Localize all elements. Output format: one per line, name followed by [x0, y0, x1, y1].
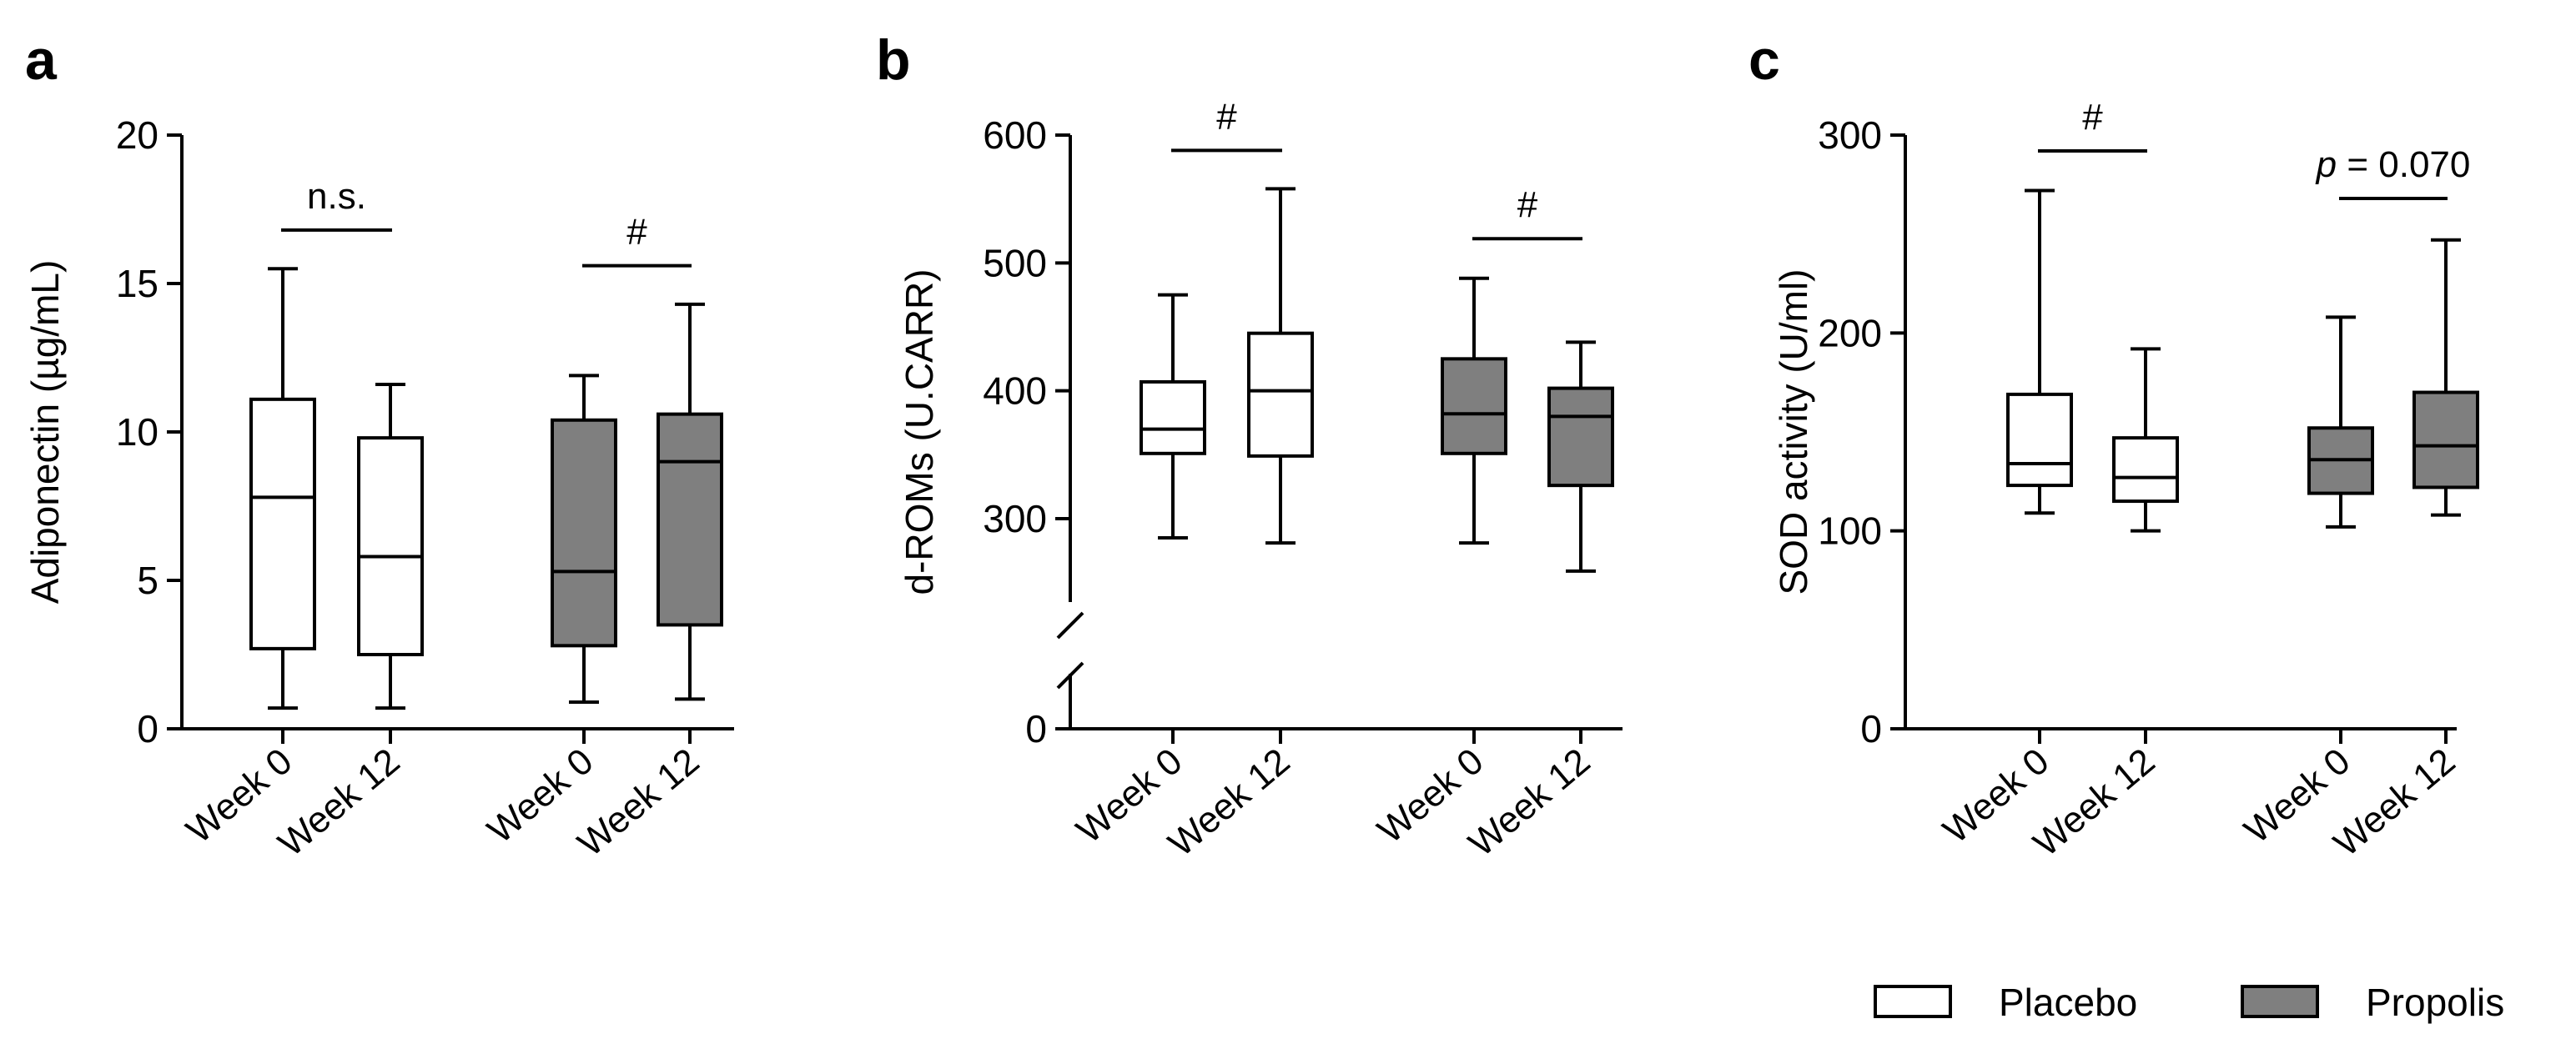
iqr-box: [657, 412, 723, 627]
iqr-box: [1441, 357, 1507, 455]
box-propolis-week-0: [2307, 315, 2374, 529]
x-tick-label: Week 12: [1161, 740, 1298, 865]
axis-break-mark-lower: [1056, 661, 1084, 690]
significance-label: #: [2082, 97, 2103, 138]
legend-swatch-placebo: [1874, 985, 1952, 1018]
iqr-box: [1140, 379, 1206, 455]
iqr-box: [249, 397, 316, 650]
legend: Placebo Propolis: [1874, 981, 2504, 1024]
iqr-box: [2006, 392, 2073, 488]
box-placebo-week-12: [357, 383, 424, 710]
y-tick-label: 500: [983, 241, 1047, 284]
iqr-box: [2112, 436, 2179, 504]
box-placebo-week-0: [2006, 188, 2073, 515]
y-tick-label: 300: [1818, 113, 1882, 157]
significance-label: n.s.: [307, 176, 366, 217]
significance-label: #: [1517, 184, 1538, 225]
y-tick-label: 0: [1025, 707, 1047, 750]
iqr-box: [1547, 386, 1614, 488]
box-propolis-week-12: [1547, 340, 1614, 573]
iqr-box: [1247, 331, 1314, 458]
legend-label-placebo: Placebo: [1999, 981, 2137, 1024]
box-propolis-week-12: [2412, 238, 2479, 517]
significance-label: #: [1216, 96, 1237, 137]
panel-letter-c: c: [1748, 28, 1780, 92]
y-tick-label: 0: [137, 707, 158, 750]
y-tick-label: 10: [116, 410, 158, 454]
box-placebo-week-0: [1140, 293, 1206, 540]
box-placebo-week-12: [1247, 187, 1314, 545]
box-placebo-week-12: [2112, 347, 2179, 533]
legend-swatch-propolis: [2241, 985, 2319, 1018]
y-axis-label: d-ROMs (U.CARR): [898, 269, 941, 595]
panel-letter-b: b: [876, 28, 911, 92]
y-tick-label: 400: [983, 369, 1047, 413]
panel-letter-a: a: [25, 28, 58, 92]
box-propolis-week-12: [657, 302, 723, 701]
y-axis-label: Adiponectin (µg/mL): [23, 260, 67, 605]
y-tick-label: 600: [983, 113, 1047, 157]
y-tick-label: 5: [137, 559, 158, 602]
x-tick-label: Week 12: [571, 740, 707, 865]
y-tick-label: 100: [1818, 509, 1882, 553]
iqr-box: [357, 436, 424, 656]
y-axis-label: SOD activity (U/ml): [1772, 269, 1815, 595]
significance-label: #: [626, 212, 647, 253]
x-tick-label: Week 12: [2026, 740, 2163, 865]
x-tick-label: Week 12: [1462, 740, 1598, 865]
legend-label-propolis: Propolis: [2366, 981, 2504, 1024]
y-tick-label: 15: [116, 262, 158, 305]
y-tick-label: 300: [983, 497, 1047, 540]
y-tick-label: 0: [1860, 707, 1882, 750]
y-tick-label: 200: [1818, 311, 1882, 354]
iqr-box: [2412, 390, 2479, 489]
box-propolis-week-0: [1441, 276, 1507, 545]
y-tick-label: 20: [116, 113, 158, 157]
axis-break-mark-upper: [1056, 611, 1084, 640]
iqr-box: [551, 418, 617, 648]
x-tick-label: Week 12: [271, 740, 408, 865]
box-propolis-week-0: [551, 374, 617, 704]
box-placebo-week-0: [249, 267, 316, 710]
significance-label: p = 0.070: [2315, 144, 2471, 185]
